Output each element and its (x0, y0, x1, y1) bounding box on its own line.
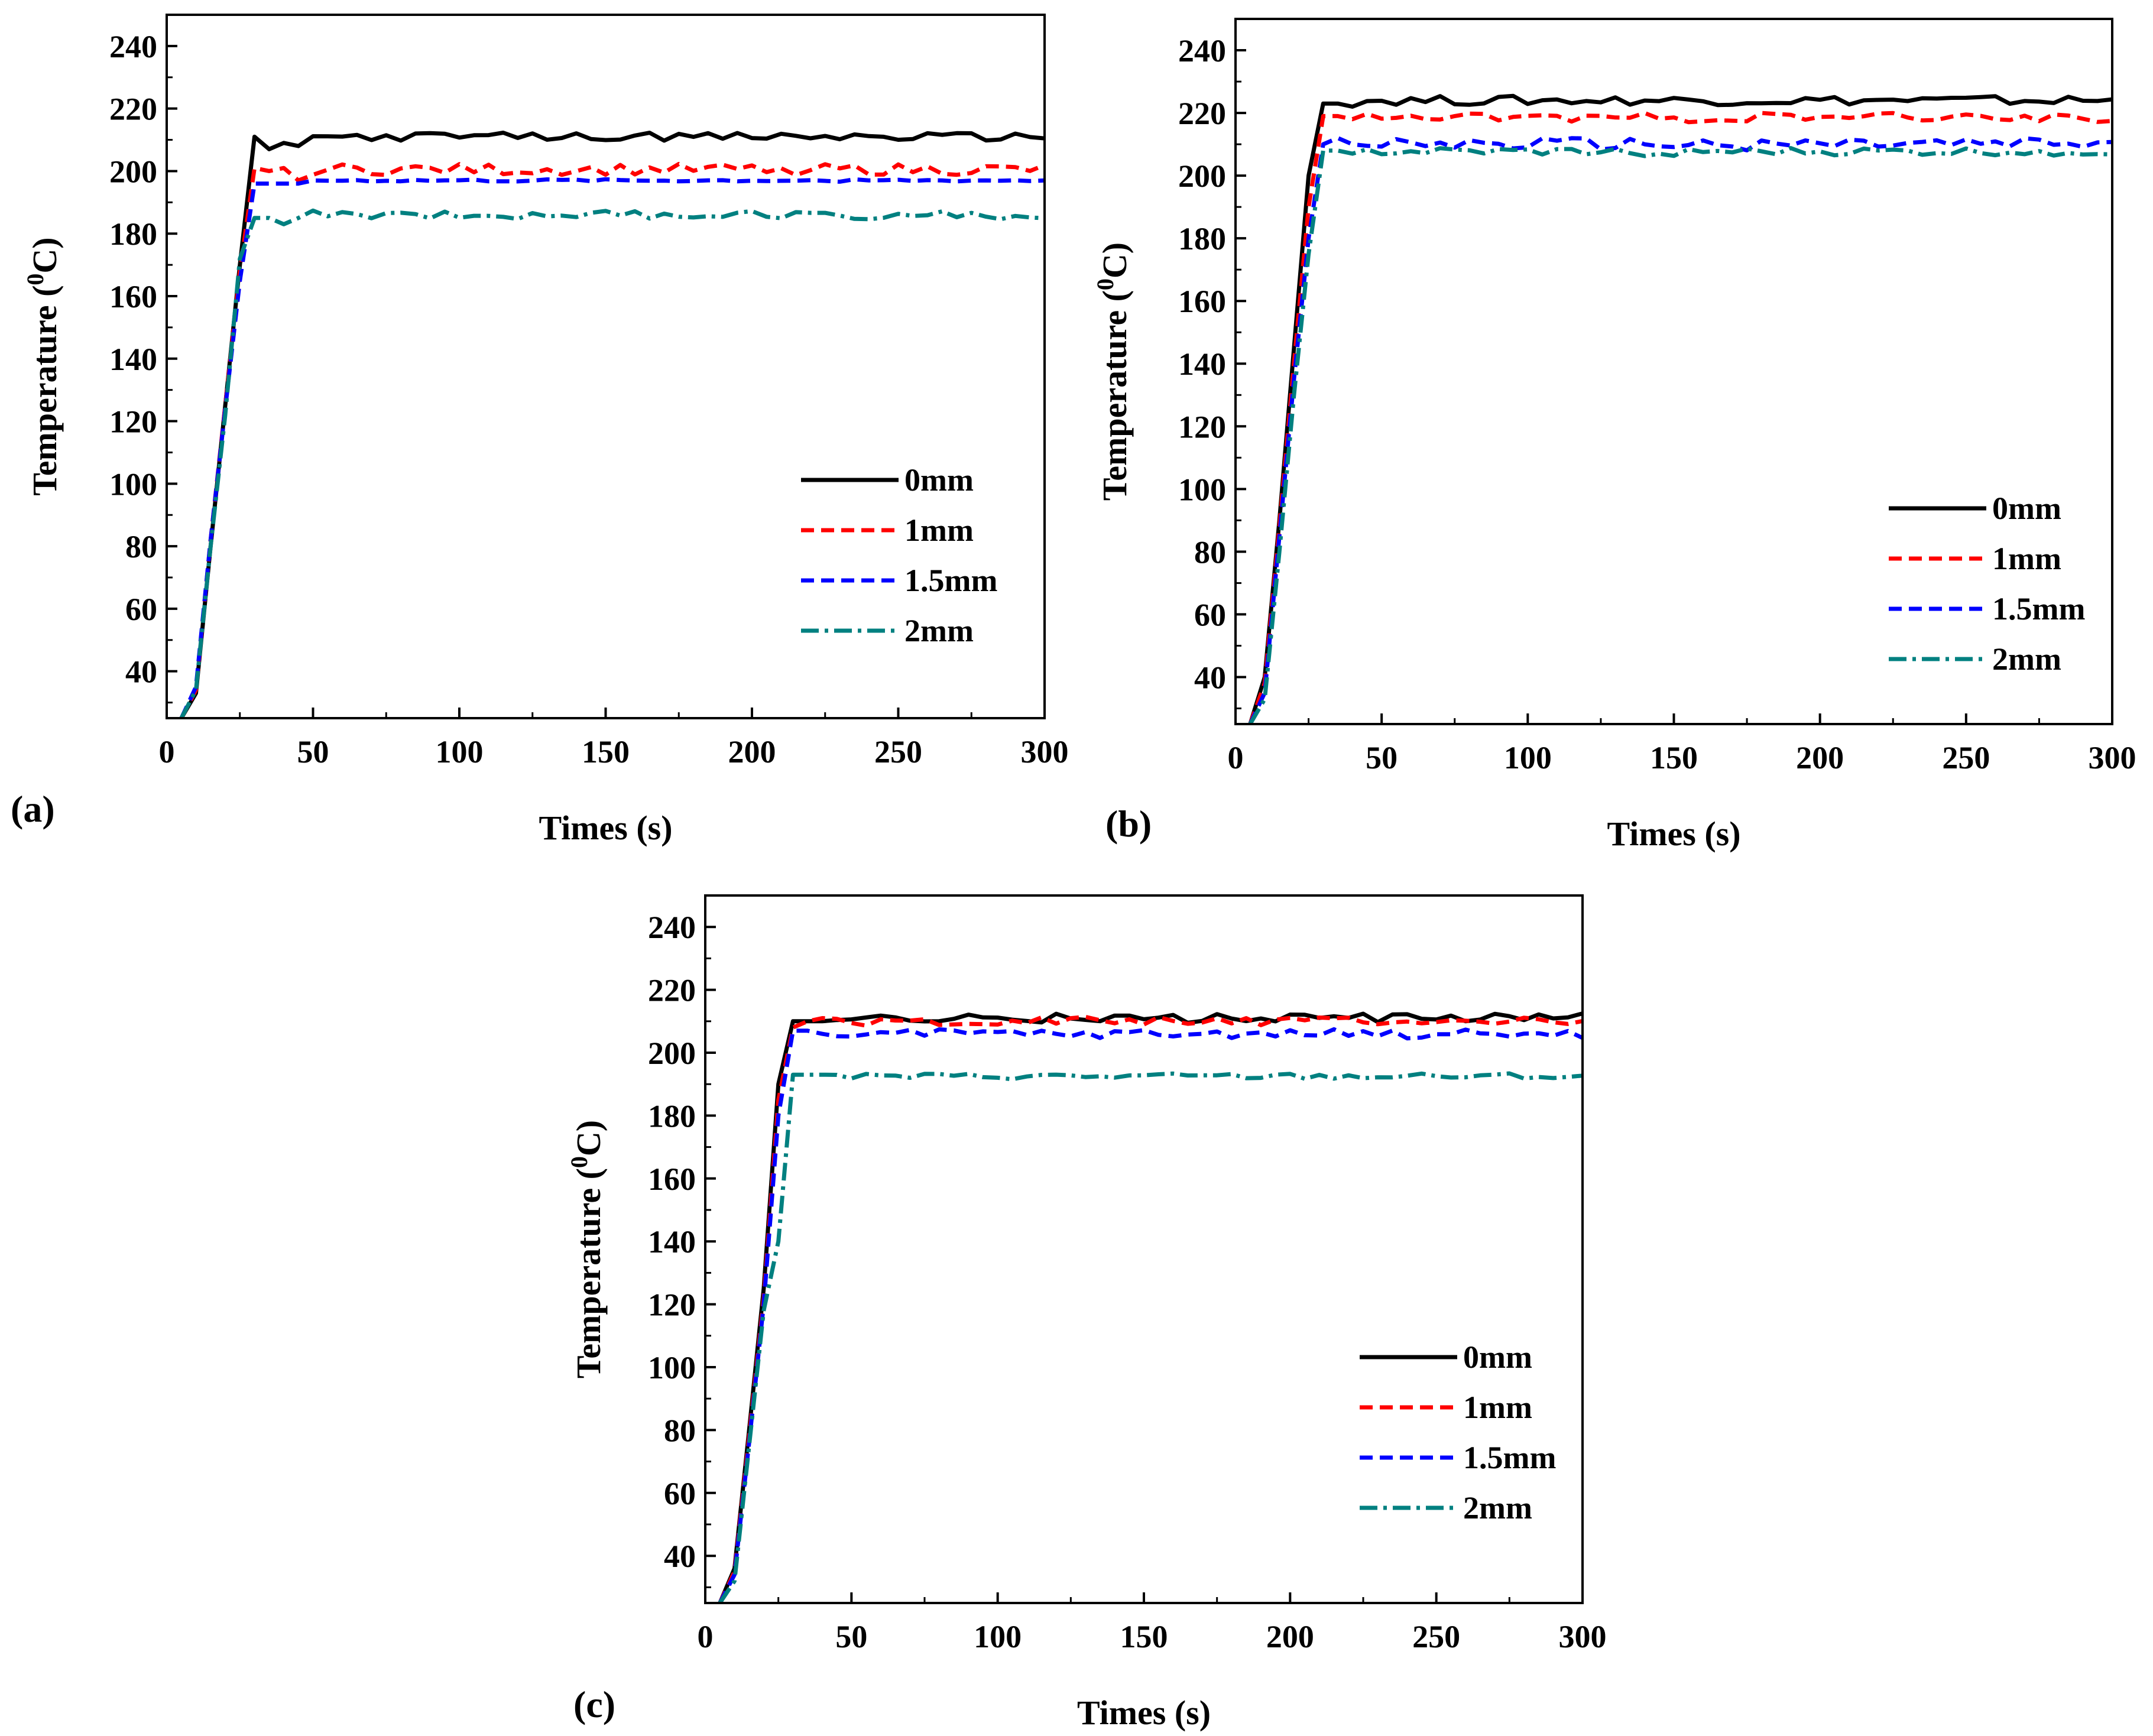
y-tick-label: 220 (1178, 96, 1226, 131)
y-tick-label: 180 (109, 216, 157, 252)
legend: 0mm 1mm 1.5mm 2mm (1889, 491, 2085, 677)
y-tick-label: 180 (648, 1098, 696, 1134)
legend-label-1.5mm: 1.5mm (904, 563, 997, 598)
y-tick-label: 140 (109, 342, 157, 377)
legend-label-1.5mm: 1.5mm (1463, 1440, 1556, 1475)
x-tick-label: 200 (728, 734, 776, 770)
y-axis-label: Temperature (0C) (566, 1120, 608, 1378)
x-tick-label: 300 (1559, 1619, 1607, 1654)
panel-label: (a) (11, 788, 55, 830)
plot-frame (704, 894, 1584, 1604)
legend-label-2mm: 2mm (1463, 1490, 1532, 1526)
y-tick-label: 60 (664, 1476, 696, 1511)
x-tick-label: 250 (1942, 740, 1990, 775)
series-line-0mm (179, 131, 1045, 718)
series-lines (718, 1011, 1583, 1603)
x-tick-label: 200 (1266, 1619, 1314, 1654)
y-tick-label: 40 (1194, 660, 1226, 695)
y-tick-label: 40 (125, 654, 157, 690)
y-tick-label: 100 (1178, 472, 1226, 507)
y-axis-label: Temperature (0C) (1092, 242, 1134, 501)
panel-label: (c) (573, 1683, 615, 1725)
series-line-1.5mm (1248, 136, 2112, 724)
x-tick-label: 100 (1504, 740, 1552, 775)
y-tick-label: 220 (109, 92, 157, 127)
y-tick-label: 140 (1178, 346, 1226, 382)
y-tick-label: 100 (648, 1350, 696, 1385)
y-tick-label: 40 (664, 1539, 696, 1574)
y-tick-label: 200 (1178, 158, 1226, 194)
chart-panel-2: 0 50 100 150 200 250 300 40 60 80 100 120 140 160 180 2… (1092, 18, 2136, 853)
y-tick-label: 100 (109, 466, 157, 502)
chart-panel-1: 0 50 100 150 200 250 300 40 60 80 100 120 140 160 180 2… (11, 14, 1069, 847)
y-tick-label: 180 (1178, 221, 1226, 257)
y-tick-label: 240 (1178, 33, 1226, 69)
y-tick-label: 80 (1194, 534, 1226, 570)
x-tick-label: 150 (1120, 1619, 1168, 1654)
x-tick-label: 250 (1412, 1619, 1460, 1654)
x-tick-label: 100 (974, 1619, 1022, 1654)
y-tick-label: 240 (109, 29, 157, 64)
y-tick-label: 60 (125, 592, 157, 627)
x-tick-label: 0 (698, 1619, 714, 1654)
legend-label-1mm: 1mm (904, 512, 974, 548)
chart-panel-3: 0 50 100 150 200 250 300 40 60 80 100 120 140 160 180 2… (566, 894, 1607, 1732)
y-tick-label: 140 (648, 1224, 696, 1260)
series-line-1.5mm (179, 177, 1045, 718)
y-tick-label: 160 (1178, 284, 1226, 319)
y-tick-label: 60 (1194, 597, 1226, 632)
x-tick-label: 150 (582, 734, 630, 770)
x-tick-label: 150 (1650, 740, 1698, 775)
x-tick-label: 0 (159, 734, 175, 770)
y-tick-label: 80 (664, 1413, 696, 1448)
legend-label-0mm: 0mm (1992, 491, 2061, 526)
x-tick-label: 50 (1366, 740, 1397, 775)
x-axis-label: Times (s) (1077, 1693, 1211, 1732)
legend-label-1mm: 1mm (1992, 541, 2061, 576)
legend-label-2mm: 2mm (904, 613, 974, 648)
series-lines (179, 131, 1045, 718)
series-line-1mm (179, 161, 1045, 718)
series-line-0mm (1248, 93, 2112, 724)
panel-label: (b) (1105, 803, 1152, 845)
x-tick-label: 0 (1228, 740, 1244, 775)
y-tick-label: 120 (109, 404, 157, 440)
y-tick-label: 120 (1178, 409, 1226, 444)
series-line-0mm (718, 1011, 1583, 1603)
x-tick-label: 50 (835, 1619, 867, 1654)
x-tick-label: 300 (2089, 740, 2136, 775)
x-tick-label: 100 (436, 734, 484, 770)
y-tick-label: 200 (648, 1036, 696, 1071)
y-tick-label: 80 (125, 529, 157, 564)
x-tick-label: 300 (1021, 734, 1069, 770)
series-line-2mm (718, 1071, 1583, 1603)
legend: 0mm 1mm 1.5mm 2mm (801, 462, 997, 648)
series-line-2mm (1248, 146, 2112, 724)
y-tick-label: 200 (109, 154, 157, 189)
series-line-1mm (1248, 111, 2112, 724)
y-axis-label: Temperature (0C) (22, 237, 64, 495)
series-line-1mm (718, 1014, 1583, 1603)
legend-label-0mm: 0mm (1463, 1339, 1532, 1375)
x-tick-label: 200 (1796, 740, 1844, 775)
legend-label-1.5mm: 1.5mm (1992, 591, 2085, 627)
y-tick-label: 120 (648, 1287, 696, 1323)
series-line-1.5mm (718, 1027, 1583, 1603)
plot-frame (1234, 18, 2113, 725)
y-tick-label: 160 (648, 1161, 696, 1197)
legend-label-1mm: 1mm (1463, 1390, 1532, 1425)
series-lines (1248, 93, 2112, 724)
x-tick-label: 50 (297, 734, 329, 770)
x-axis-label: Times (s) (1607, 815, 1740, 853)
legend: 0mm 1mm 1.5mm 2mm (1360, 1339, 1556, 1526)
x-tick-label: 250 (874, 734, 922, 770)
y-tick-label: 220 (648, 973, 696, 1008)
x-axis-label: Times (s) (539, 809, 672, 847)
legend-label-2mm: 2mm (1992, 641, 2061, 677)
y-tick-label: 160 (109, 279, 157, 314)
y-tick-label: 240 (648, 910, 696, 945)
legend-label-0mm: 0mm (904, 462, 974, 498)
